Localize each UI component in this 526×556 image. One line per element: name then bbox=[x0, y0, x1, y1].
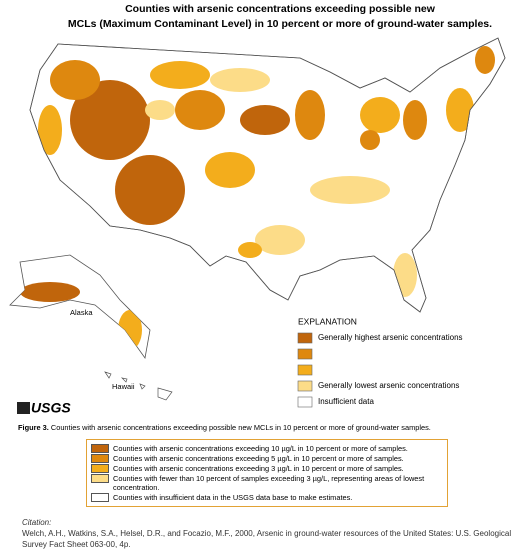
legend-label: Generally lowest arsenic concentrations bbox=[318, 381, 459, 390]
legend-title: EXPLANATION bbox=[298, 316, 357, 326]
shaded-region bbox=[446, 88, 474, 132]
shaded-region bbox=[475, 46, 495, 74]
key-swatch bbox=[91, 444, 109, 453]
alaska-outline bbox=[9, 254, 151, 360]
key-swatch bbox=[91, 474, 109, 483]
shaded-region bbox=[360, 130, 380, 150]
legend-swatch bbox=[297, 348, 313, 360]
legend-swatch bbox=[297, 380, 313, 392]
title-line: Counties with arsenic concentrations exc… bbox=[125, 3, 435, 15]
legend-swatch bbox=[297, 364, 313, 376]
county-shading bbox=[38, 46, 495, 297]
citation: Citation: Welch, A.H., Watkins, S.A., Hel… bbox=[22, 517, 517, 550]
shaded-region bbox=[205, 152, 255, 188]
shaded-region bbox=[238, 242, 262, 258]
shaded-region bbox=[393, 253, 417, 297]
legend-label: Generally highest arsenic concentrations bbox=[318, 333, 463, 342]
shaded-region bbox=[150, 61, 210, 89]
map-label: Alaska bbox=[70, 308, 93, 317]
shaded-region bbox=[240, 105, 290, 135]
shaded-region bbox=[118, 310, 142, 350]
title-line: MCLs (Maximum Contaminant Level) in 10 p… bbox=[67, 18, 493, 30]
shaded-region bbox=[38, 105, 62, 155]
shaded-region bbox=[403, 100, 427, 140]
usgs-logo: USGS bbox=[31, 400, 71, 416]
key-text: Counties with arsenic concentrations exc… bbox=[113, 454, 404, 463]
figure-caption: Figure 3. Counties with arsenic concentr… bbox=[18, 423, 523, 432]
key-swatch bbox=[91, 464, 109, 473]
us-border bbox=[29, 37, 506, 313]
key-text: Counties with arsenic concentrations exc… bbox=[113, 444, 408, 453]
caption-label: Figure 3. bbox=[18, 423, 49, 432]
shaded-region bbox=[310, 176, 390, 204]
key-swatch bbox=[91, 454, 109, 463]
legend: Generally highest arsenic concentrations… bbox=[297, 332, 463, 408]
caption-text: Counties with arsenic concentrations exc… bbox=[50, 423, 431, 432]
shaded-region bbox=[295, 90, 325, 140]
key-swatch bbox=[91, 493, 109, 502]
key-text: Counties with fewer than 10 percent of s… bbox=[113, 474, 425, 492]
hawaii-outline bbox=[104, 371, 173, 401]
legend-swatch bbox=[297, 396, 313, 408]
shaded-region bbox=[50, 60, 100, 100]
legend-swatch bbox=[297, 332, 313, 344]
map-label: Hawaii bbox=[112, 382, 135, 391]
shaded-region bbox=[360, 97, 400, 133]
shaded-region bbox=[145, 100, 175, 120]
citation-text: Welch, A.H., Watkins, S.A., Helsel, D.R.… bbox=[22, 529, 512, 549]
shaded-region bbox=[210, 68, 270, 92]
key-row: Counties with arsenic concentrations exc… bbox=[91, 464, 443, 473]
key-row: Counties with arsenic concentrations exc… bbox=[91, 444, 443, 453]
shaded-region bbox=[255, 225, 305, 255]
key-box: Counties with arsenic concentrations exc… bbox=[86, 439, 448, 507]
key-text: Counties with arsenic concentrations exc… bbox=[113, 464, 404, 473]
shaded-region bbox=[70, 80, 150, 160]
key-row: Counties with arsenic concentrations exc… bbox=[91, 454, 443, 463]
key-row: Counties with insufficient data in the U… bbox=[91, 493, 443, 502]
legend-label: Insufficient data bbox=[318, 397, 374, 406]
shaded-region bbox=[20, 282, 80, 302]
shaded-region bbox=[175, 90, 225, 130]
map: Alaska Hawaii EXPLANATION Generally high… bbox=[9, 37, 506, 416]
key-text: Counties with insufficient data in the U… bbox=[113, 493, 353, 502]
key-row: Counties with fewer than 10 percent of s… bbox=[91, 474, 443, 492]
usgs-logo-mark bbox=[17, 402, 30, 414]
citation-label: Citation: bbox=[22, 518, 52, 527]
shaded-region bbox=[115, 155, 185, 225]
